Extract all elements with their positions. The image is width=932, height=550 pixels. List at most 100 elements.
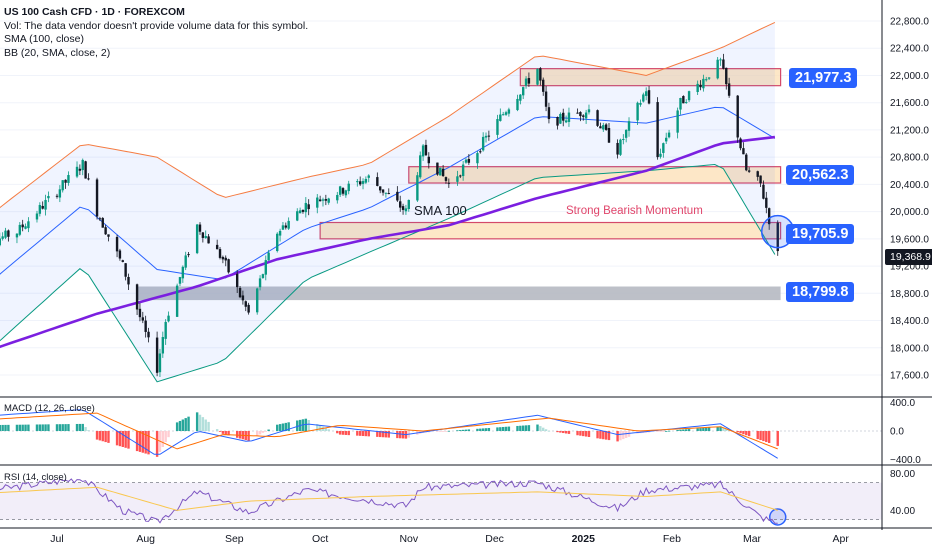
rsi-pane[interactable]: [0, 478, 882, 524]
macd-histogram-bar: [579, 431, 582, 436]
month-label: Dec: [485, 533, 504, 545]
candle-body: [378, 186, 382, 191]
candle-body: [264, 260, 267, 275]
candle-body: [307, 204, 310, 210]
candle-body: [284, 225, 288, 228]
candle-body: [699, 84, 702, 88]
macd-histogram-bar: [396, 431, 399, 439]
candle-body: [404, 208, 408, 212]
macd-histogram-bar: [7, 424, 10, 431]
candle-body: [101, 218, 104, 228]
candle-body: [682, 96, 685, 104]
candle-body: [696, 83, 699, 93]
candle-body: [419, 155, 422, 178]
macd-pane[interactable]: [0, 398, 882, 464]
candle-body: [544, 91, 548, 107]
month-label: Feb: [663, 533, 681, 545]
candle-body: [367, 175, 370, 178]
macd-histogram-bar: [336, 431, 339, 434]
candle-body: [161, 337, 165, 354]
candle-body: [164, 321, 167, 339]
macd-histogram-bar: [504, 426, 508, 431]
candle-body: [187, 254, 190, 256]
candle-body: [67, 175, 70, 183]
macd-histogram-bar: [38, 424, 42, 431]
macd-histogram-bar: [656, 431, 659, 432]
macd-histogram-bar: [324, 427, 328, 431]
macd-histogram-bar: [0, 424, 1, 431]
candle-body: [181, 266, 185, 279]
macd-histogram-bar: [61, 424, 64, 431]
macd-histogram-bar: [464, 429, 468, 431]
macd-histogram-bar: [198, 414, 202, 431]
macd-histogram-bar: [4, 424, 7, 431]
macd-histogram-bar: [604, 431, 608, 440]
macd-histogram-bar: [224, 431, 227, 435]
macd-histogram-bar: [607, 431, 611, 441]
macd-histogram-bar: [759, 431, 762, 441]
candle-body: [401, 206, 405, 210]
macd-histogram-bar: [762, 431, 765, 442]
macd-histogram-bar: [27, 424, 30, 431]
macd-histogram-bar: [164, 431, 167, 443]
month-label: Apr: [832, 533, 849, 545]
macd-histogram-bar: [499, 427, 502, 431]
price-pane[interactable]: [0, 20, 882, 526]
level-badge-2: 20,562.3: [786, 165, 855, 185]
candle-body: [167, 315, 170, 322]
candle-body: [444, 177, 448, 181]
macd-histogram-bar: [278, 424, 282, 431]
candle-body: [324, 199, 328, 201]
sma-100-line: [0, 135, 776, 349]
macd-histogram-bar: [87, 430, 90, 431]
candle-body: [496, 119, 499, 135]
candle-body: [396, 191, 399, 201]
macd-histogram-bar: [84, 427, 87, 431]
price-tick-label: 22,800.0: [890, 17, 929, 28]
macd-histogram-bar: [627, 431, 631, 437]
macd-histogram-bar: [659, 431, 662, 432]
candle-body: [579, 112, 582, 117]
price-tick-label: 21,200.0: [890, 125, 929, 136]
price-tick-label: 20,800.0: [890, 153, 929, 164]
candle-body: [24, 226, 27, 229]
candle-body: [745, 154, 748, 171]
candle-body: [679, 97, 682, 110]
macd-histogram-bar: [725, 428, 728, 431]
support-resistance-zones: [137, 68, 782, 301]
macd-histogram-bar: [124, 431, 127, 448]
macd-histogram-bar: [138, 431, 142, 452]
candle-body: [78, 168, 82, 171]
macd-histogram-bar: [742, 431, 745, 435]
macd-histogram-bar: [524, 425, 528, 431]
candle-body: [261, 274, 265, 278]
macd-histogram-bar: [722, 427, 725, 431]
candle-body: [244, 301, 247, 307]
macd-histogram-bar: [318, 425, 322, 431]
macd-histogram-bar: [127, 431, 130, 449]
candle-body: [241, 295, 245, 301]
candle-body: [227, 259, 230, 273]
price-tick-label: 20,000.0: [890, 207, 929, 218]
macd-histogram-bar: [358, 431, 362, 436]
macd-histogram-bar: [327, 429, 330, 431]
candle-body: [424, 144, 428, 156]
candle-body: [338, 186, 342, 195]
candle-body: [624, 129, 628, 138]
candle-body: [7, 230, 10, 237]
macd-tick-label: 0.0: [890, 427, 904, 438]
macd-histogram-bar: [98, 431, 102, 441]
macd-histogram-bar: [479, 428, 482, 431]
macd-histogram-bar: [261, 431, 265, 433]
candle-body: [84, 161, 87, 179]
candle-body: [707, 77, 711, 79]
macd-histogram-bar: [501, 426, 505, 431]
candle-body: [559, 113, 562, 124]
candle-body: [602, 125, 605, 130]
candle-body: [18, 224, 22, 235]
macd-histogram-bar: [519, 425, 522, 431]
macd-histogram-bar: [367, 431, 370, 437]
candle-body: [756, 171, 759, 177]
candle-body: [647, 90, 651, 104]
